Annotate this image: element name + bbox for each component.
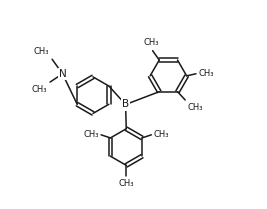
Text: CH₃: CH₃ <box>198 69 214 78</box>
Text: N: N <box>59 69 66 79</box>
Text: CH₃: CH₃ <box>154 130 169 139</box>
Text: B: B <box>122 99 129 110</box>
Text: CH₃: CH₃ <box>83 130 99 139</box>
Text: CH₃: CH₃ <box>143 38 159 47</box>
Text: CH₃: CH₃ <box>187 103 203 112</box>
Text: CH₃: CH₃ <box>33 47 49 56</box>
Text: CH₃: CH₃ <box>32 85 47 94</box>
Text: CH₃: CH₃ <box>119 179 134 188</box>
